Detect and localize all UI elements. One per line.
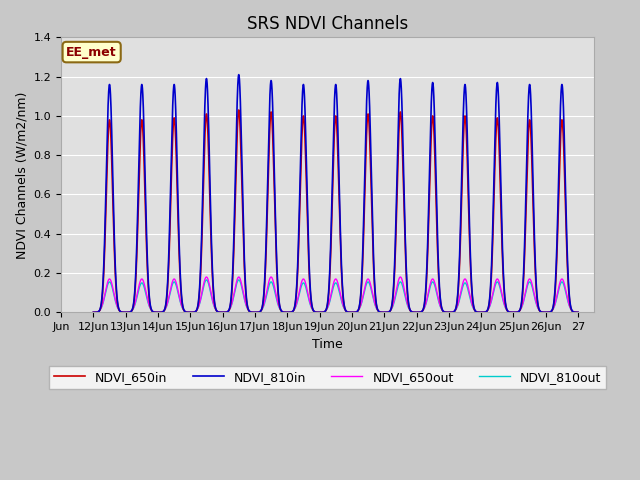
NDVI_650out [574, 310, 582, 315]
NDVI_810out [203, 277, 211, 283]
NDVI_810out [90, 310, 97, 315]
NDVI_650out [193, 307, 201, 312]
NDVI_650in [471, 308, 479, 313]
NDVI_810out [573, 310, 580, 315]
NDVI_810out [271, 289, 278, 295]
NDVI_650in [271, 208, 278, 214]
NDVI_650out [471, 308, 479, 313]
NDVI_650out [573, 310, 580, 315]
NDVI_650out [271, 286, 278, 292]
NDVI_810out [471, 308, 479, 313]
NDVI_650in [574, 310, 582, 315]
X-axis label: Time: Time [312, 337, 343, 351]
Line: NDVI_810in: NDVI_810in [93, 75, 578, 312]
Title: SRS NDVI Channels: SRS NDVI Channels [247, 15, 408, 33]
NDVI_650in [90, 310, 97, 315]
NDVI_810out [193, 307, 201, 312]
NDVI_650out [203, 274, 211, 280]
Y-axis label: NDVI Channels (W/m2/nm): NDVI Channels (W/m2/nm) [15, 91, 28, 259]
Legend: NDVI_650in, NDVI_810in, NDVI_650out, NDVI_810out: NDVI_650in, NDVI_810in, NDVI_650out, NDV… [49, 366, 606, 389]
NDVI_810in [403, 263, 410, 268]
NDVI_810out [403, 298, 410, 303]
Line: NDVI_650in: NDVI_650in [93, 110, 578, 312]
NDVI_810in [574, 310, 582, 315]
NDVI_650in [193, 307, 201, 312]
NDVI_810in [573, 310, 580, 315]
NDVI_650in [235, 107, 243, 113]
NDVI_810in [193, 306, 201, 312]
NDVI_650in [188, 310, 196, 315]
NDVI_650in [403, 269, 410, 275]
NDVI_810in [188, 310, 196, 315]
Line: NDVI_810out: NDVI_810out [93, 280, 578, 312]
NDVI_810out [188, 310, 196, 315]
NDVI_650out [403, 296, 410, 301]
NDVI_810in [235, 72, 243, 78]
Line: NDVI_650out: NDVI_650out [93, 277, 578, 312]
NDVI_650in [573, 310, 580, 315]
Text: EE_met: EE_met [67, 46, 117, 59]
NDVI_810in [271, 192, 278, 198]
NDVI_810in [90, 310, 97, 315]
NDVI_650out [188, 310, 196, 315]
NDVI_810out [574, 310, 582, 315]
NDVI_810in [471, 308, 479, 313]
NDVI_650out [90, 310, 97, 315]
